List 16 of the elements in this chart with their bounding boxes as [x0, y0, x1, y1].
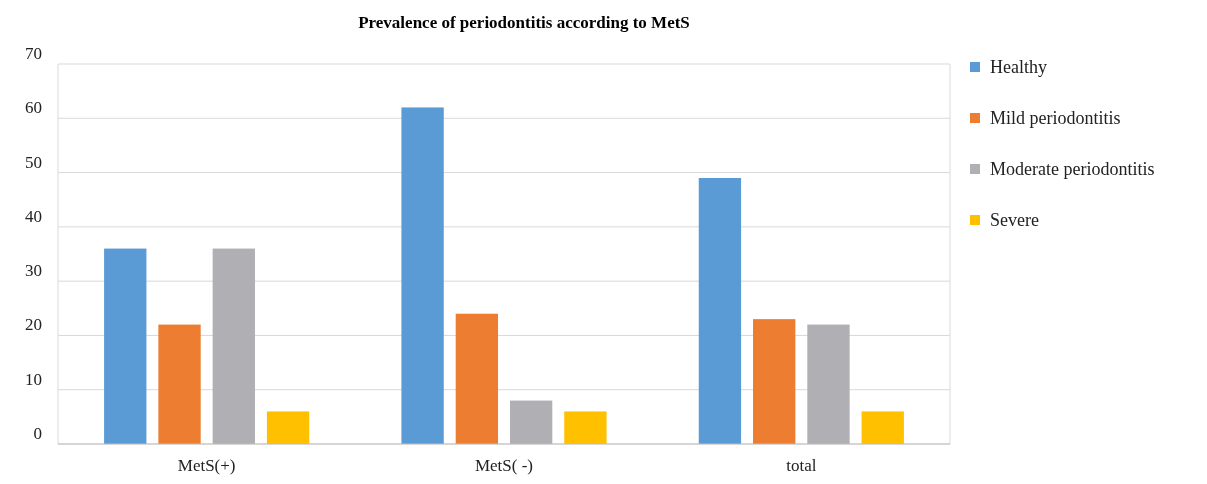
legend-label: Moderate periodontitis [990, 159, 1155, 179]
y-tick-label: 20 [25, 315, 42, 335]
y-tick-label: 60 [25, 98, 42, 118]
y-tick-label: 40 [25, 206, 42, 226]
y-tick-label: 10 [25, 369, 42, 389]
legend-label: Mild periodontitis [990, 108, 1121, 128]
y-tick-label: 50 [25, 152, 42, 172]
y-tick-label: 0 [33, 424, 42, 443]
y-tick-label: 70 [25, 44, 42, 63]
y-tick-label: 30 [25, 261, 42, 281]
x-tick-label: MetS( -) [474, 456, 534, 475]
chart-title: Prevalence of periodontitis according to MetS [358, 13, 690, 32]
legend-label: Severe [990, 210, 1039, 230]
legend-label: Healthy [990, 57, 1047, 77]
x-tick-label: MetS(+) [177, 456, 236, 475]
x-tick-label: total [786, 456, 817, 475]
